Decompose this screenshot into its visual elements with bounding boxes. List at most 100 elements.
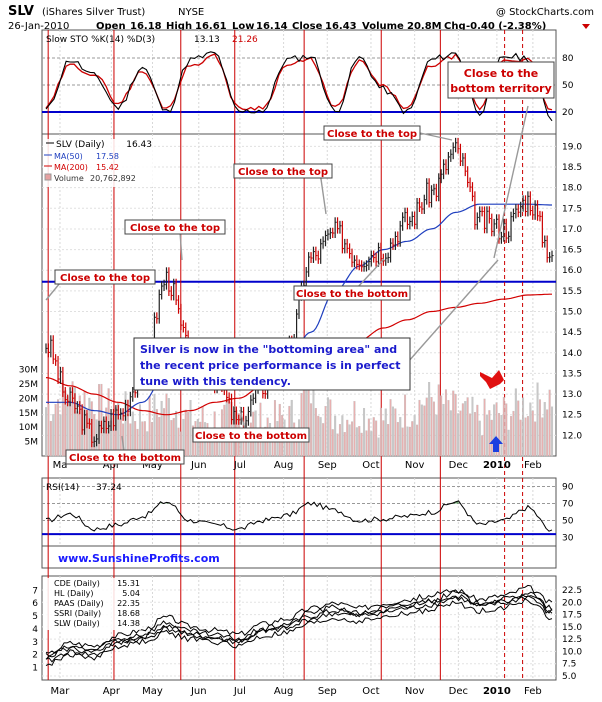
month-label-mid: Jun — [190, 460, 207, 471]
header-date: 26-Jan-2010 — [8, 21, 69, 32]
ma200-legend: MA(200) — [54, 163, 88, 172]
volume-bar — [432, 401, 435, 457]
volume-bar — [338, 424, 341, 457]
miners-legend-cde-value: 15.31 — [117, 579, 140, 588]
month-label-bottom: 2010 — [483, 686, 511, 697]
volume-bar — [437, 384, 440, 457]
volume-bar — [416, 424, 419, 457]
miners-tick-label: 15.0 — [562, 623, 582, 633]
volume-bar — [314, 408, 317, 457]
callout-top-2: Close to the top — [124, 219, 226, 235]
miners-left-tick: 4 — [32, 625, 38, 635]
volume-bar — [148, 395, 151, 457]
volume-bar — [481, 435, 484, 457]
volume-bar — [319, 417, 322, 457]
axis-labels: Ma Mar Apr Apr May May Jun Jun Jul Jul Aug Aug Sep Se… — [19, 54, 583, 697]
volume-bar — [49, 420, 52, 457]
miners-left-tick: 7 — [32, 586, 38, 596]
volume-bar — [365, 430, 368, 457]
header-high-label: High — [166, 21, 192, 32]
volume-bar — [47, 404, 50, 457]
volume-bar — [507, 429, 510, 457]
volume-bar — [358, 426, 361, 457]
volume-bar — [348, 424, 351, 457]
stoch-tick-label: 80 — [562, 54, 574, 64]
header-volume-label: Volume — [362, 21, 404, 32]
volume-bar — [363, 408, 366, 457]
volume-bar — [343, 432, 346, 457]
volume-bar — [69, 401, 72, 457]
volume-tick-label: 15M — [19, 409, 38, 419]
volume-bar — [548, 389, 551, 457]
miners-legend-slw-value: 14.38 — [117, 619, 140, 628]
price-tick-label: 14.0 — [562, 349, 582, 359]
volume-bar — [382, 420, 385, 457]
ma50-legend-value: 17.58 — [96, 152, 119, 161]
volume-bar — [387, 424, 390, 457]
price-tick-label: 13.0 — [562, 390, 582, 400]
volume-bar — [466, 397, 469, 457]
rsi-line — [45, 500, 553, 532]
volume-bar — [534, 421, 537, 457]
volume-bar — [454, 394, 457, 457]
volume-bar — [478, 420, 481, 457]
volume-bar — [517, 400, 520, 457]
volume-swatch — [44, 173, 52, 181]
volume-bar — [167, 398, 170, 457]
callout-bottom-3-text: Close to the bottom — [296, 289, 408, 300]
volume-bar — [541, 417, 544, 457]
price-tick-label: 18.0 — [562, 184, 582, 194]
month-label-mid: May — [142, 460, 163, 471]
main-note-line1: Silver is now in the "bottoming area" an… — [140, 343, 397, 356]
volume-bar — [440, 395, 443, 457]
volume-bar — [138, 404, 141, 457]
volume-bar — [317, 415, 320, 457]
volume-bar — [476, 404, 479, 457]
volume-bar — [464, 401, 467, 457]
volume-bar — [411, 421, 414, 457]
callout-bottom-2-text: Close to the bottom — [195, 431, 307, 442]
callout-top-3-text: Close to the top — [238, 167, 328, 178]
volume-bar — [302, 389, 305, 457]
volume-bar — [452, 390, 455, 457]
volume-bar — [510, 416, 513, 457]
header-low-label: Low — [232, 21, 254, 32]
month-label-mid: Sep — [318, 460, 337, 471]
miners-tick-label: 5.0 — [562, 672, 577, 682]
month-label-mid: Aug — [274, 460, 294, 471]
volume-bar — [326, 397, 329, 457]
volume-bar — [500, 415, 503, 457]
volume-bar — [406, 426, 409, 457]
header-chg: -0.40 (-2.38%) — [466, 21, 546, 32]
month-label-mid: Apr — [103, 460, 121, 471]
miners-legend-ssri-value: 18.68 — [117, 609, 140, 618]
callout-bottom-2: Close to the bottom — [192, 427, 310, 443]
volume-bar — [413, 415, 416, 457]
rsi-tick-label: 30 — [562, 534, 574, 544]
month-label-mid: Feb — [524, 460, 542, 471]
volume-bar — [493, 404, 496, 457]
volume-bar — [153, 394, 156, 457]
website-link[interactable]: www.SunshineProfits.com — [58, 552, 220, 565]
miners-line-hl — [45, 590, 553, 660]
month-label-bottom: Dec — [449, 686, 468, 697]
header-close: 16.43 — [325, 21, 357, 32]
price-tick-label: 15.0 — [562, 308, 582, 318]
miners-legend-cde: CDE (Daily) — [54, 579, 100, 588]
volume-bar — [519, 419, 522, 457]
month-label-bottom: Jun — [190, 686, 207, 697]
miners-line-ssri — [45, 598, 553, 667]
month-label-bottom: May — [142, 686, 163, 697]
price-tick-label: 16.5 — [562, 246, 582, 256]
volume-tick-label: 10M — [19, 423, 38, 433]
month-label-mid: Oct — [362, 460, 379, 471]
price-legend-bg — [43, 139, 153, 187]
price-tick-label: 18.5 — [562, 163, 582, 173]
volume-bar — [488, 410, 491, 457]
volume-bar — [498, 413, 501, 457]
main-note-line2: the recent price performance is in perfe… — [140, 359, 400, 372]
miners-tick-label: 12.5 — [562, 635, 582, 645]
volume-bar — [52, 414, 55, 457]
stoch-tick-label: 50 — [562, 81, 574, 91]
header-volume: 20.8M — [407, 21, 442, 32]
